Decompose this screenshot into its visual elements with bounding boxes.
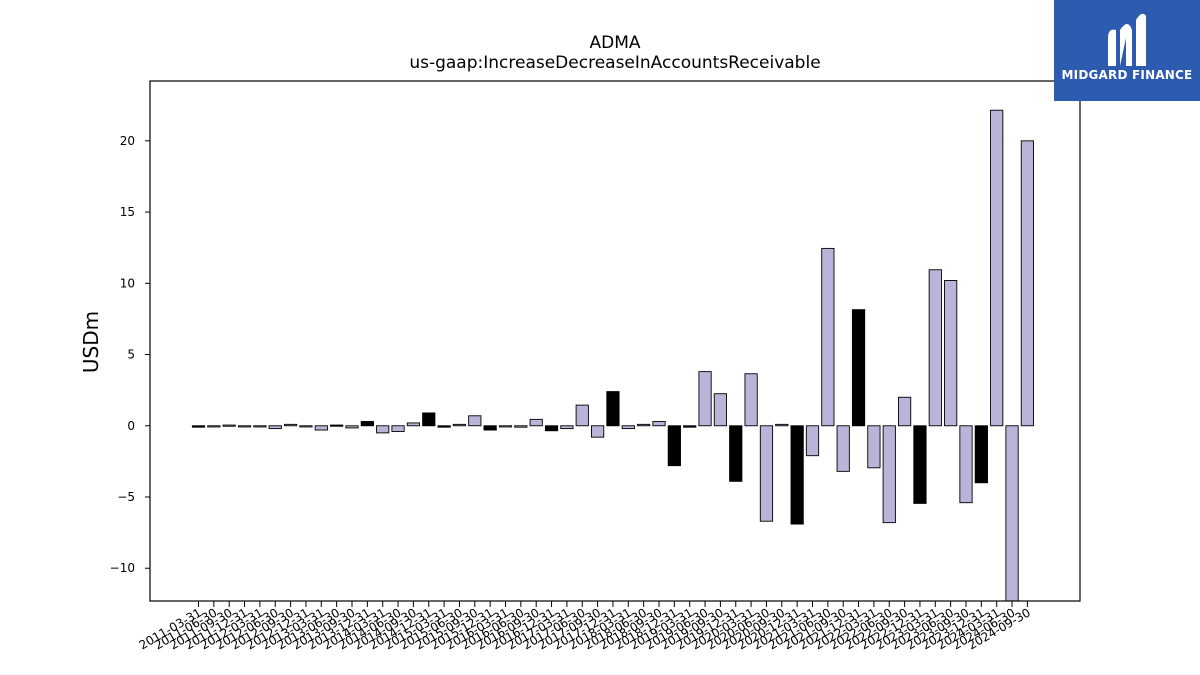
bar-2023-06-30 xyxy=(944,280,958,427)
y-tick-label: 15 xyxy=(120,205,135,219)
bar-2015-03-31 xyxy=(437,425,451,428)
bar-2021-06-30 xyxy=(821,247,835,427)
y-tick-label: 20 xyxy=(120,134,135,148)
y-axis-label: USDm xyxy=(79,311,103,373)
chart-title: ADMA xyxy=(589,33,640,53)
bar-2022-09-30 xyxy=(898,396,912,427)
bar-2022-12-31 xyxy=(913,425,927,504)
bar-2022-03-31 xyxy=(867,425,881,469)
y-tick-label: 5 xyxy=(127,348,135,362)
bar-2023-09-30 xyxy=(959,425,973,504)
bar-2021-03-31 xyxy=(805,425,820,457)
bar-2019-03-31 xyxy=(683,425,697,428)
bar-2020-06-30 xyxy=(759,425,774,522)
x-axis: 2011-03-312011-06-302011-09-302011-12-31… xyxy=(137,601,1033,652)
bar-2015-06-30 xyxy=(452,423,467,427)
y-tick-label: 10 xyxy=(120,276,135,290)
bar-2013-09-30 xyxy=(345,425,359,429)
bar-2011-03-31 xyxy=(191,425,206,428)
bar-2020-12-31 xyxy=(790,425,804,525)
bar-2012-09-30 xyxy=(284,423,298,427)
bar-2018-03-31 xyxy=(621,425,635,430)
bar-2024-03-31 xyxy=(990,109,1004,427)
bar-2019-09-30 xyxy=(713,393,728,427)
bar-2021-12-31 xyxy=(851,309,866,427)
bar-2011-12-31 xyxy=(237,425,252,428)
bar-2012-03-31 xyxy=(253,425,267,428)
brand-logo: MIDGARD FINANCE xyxy=(1054,0,1200,101)
bar-2020-03-31 xyxy=(744,373,758,427)
bar-2023-12-31 xyxy=(974,425,988,484)
bar-2018-06-30 xyxy=(637,423,651,427)
bar-2018-09-30 xyxy=(652,421,666,427)
y-tick-label: 0 xyxy=(127,419,135,433)
bar-2023-03-31 xyxy=(928,269,942,427)
bar-2016-06-30 xyxy=(514,425,528,428)
bar-2016-12-31 xyxy=(544,425,559,432)
bar-2017-03-31 xyxy=(560,425,574,430)
bar-2020-09-30 xyxy=(775,423,789,427)
bar-2014-06-30 xyxy=(391,425,405,432)
bar-2024-06-30 xyxy=(1005,425,1019,602)
bar-2014-03-31 xyxy=(376,425,390,434)
bar-2024-09-30 xyxy=(1020,140,1035,427)
bar-2022-06-30 xyxy=(882,425,896,524)
bar-2016-09-30 xyxy=(529,418,543,427)
y-axis: −10 −5 0 5 10 15 20 xyxy=(110,134,150,575)
bar-2015-12-31 xyxy=(483,425,497,431)
bar-2011-06-30 xyxy=(207,425,221,428)
bar-2014-12-31 xyxy=(422,412,436,427)
bar-2021-09-30 xyxy=(836,425,850,472)
bar-2017-06-30 xyxy=(575,404,589,427)
bar-2017-09-30 xyxy=(591,425,605,438)
bar-2019-06-30 xyxy=(698,371,712,427)
bar-2015-09-30 xyxy=(468,415,482,427)
midgard-logo-icon xyxy=(1108,13,1146,66)
brand-name: MIDGARD FINANCE xyxy=(1061,68,1193,82)
bar-2013-06-30 xyxy=(330,424,344,427)
bar-2013-03-31 xyxy=(314,425,328,431)
bar-2019-12-31 xyxy=(729,425,743,482)
bar-2017-12-31 xyxy=(606,391,620,427)
bar-2018-12-31 xyxy=(667,425,681,467)
bar-2011-09-30 xyxy=(222,424,236,427)
bar-2013-12-31 xyxy=(360,421,374,427)
bar-2012-06-30 xyxy=(268,425,282,430)
bar-2014-09-30 xyxy=(406,422,421,427)
plot-frame xyxy=(149,80,1081,602)
bar-2016-03-31 xyxy=(498,425,513,428)
chart-subtitle: us-gaap:IncreaseDecreaseInAccountsReceiv… xyxy=(409,53,820,73)
y-tick-label: −10 xyxy=(110,561,135,575)
bars-group xyxy=(191,109,1035,602)
bar-2012-12-31 xyxy=(299,425,313,428)
y-tick-label: −5 xyxy=(117,490,135,504)
